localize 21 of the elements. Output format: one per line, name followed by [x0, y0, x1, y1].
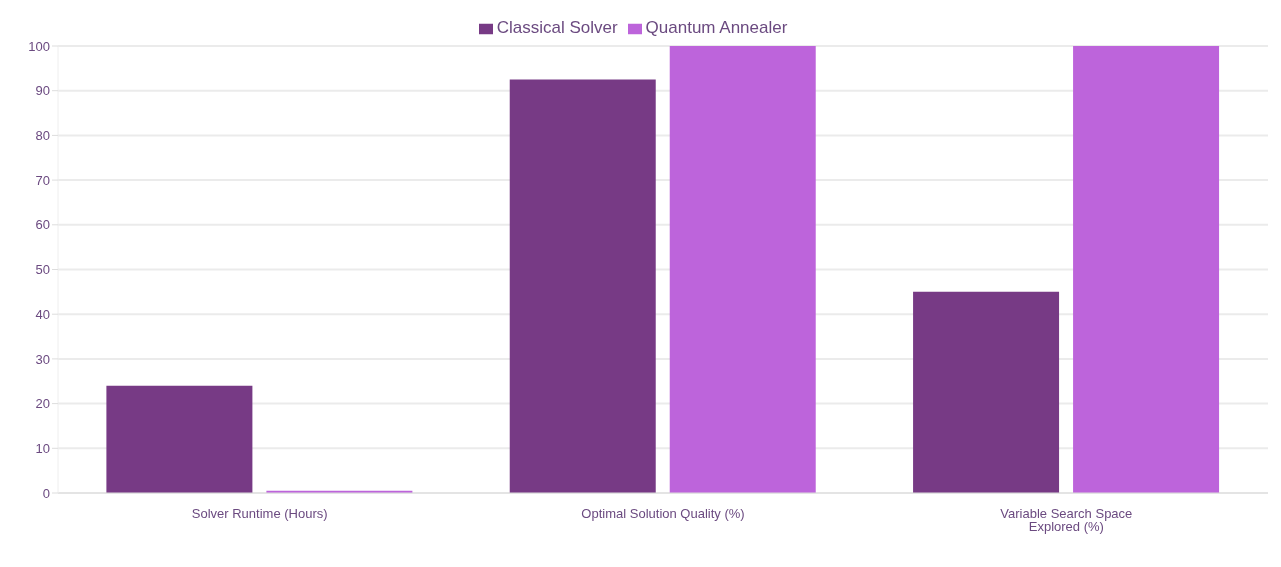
y-tick-label: 30 [35, 351, 50, 367]
y-tick-label: 90 [35, 83, 50, 99]
legend-label: Classical Solver [496, 18, 618, 37]
y-tick-label: 0 [42, 485, 50, 501]
y-tick-label: 100 [28, 38, 50, 54]
y-tick-label: 70 [35, 172, 50, 188]
bar [106, 385, 253, 493]
y-tick-label: 40 [35, 306, 50, 322]
bar [509, 79, 656, 493]
bar [1073, 46, 1220, 493]
y-tick-label: 80 [35, 128, 50, 144]
x-tick-label: Optimal Solution Quality (%) [581, 506, 745, 522]
legend-label: Quantum Annealer [645, 18, 788, 37]
y-tick-label: 60 [35, 217, 50, 233]
y-tick-label: 50 [35, 262, 50, 278]
y-tick-label: 10 [35, 440, 50, 456]
bar [913, 291, 1060, 493]
x-tick-label: Variable Search Space Explored (%) [1000, 506, 1133, 535]
y-tick-label: 20 [35, 396, 50, 412]
x-tick-label: Solver Runtime (Hours) [191, 506, 328, 522]
bar [669, 46, 816, 493]
